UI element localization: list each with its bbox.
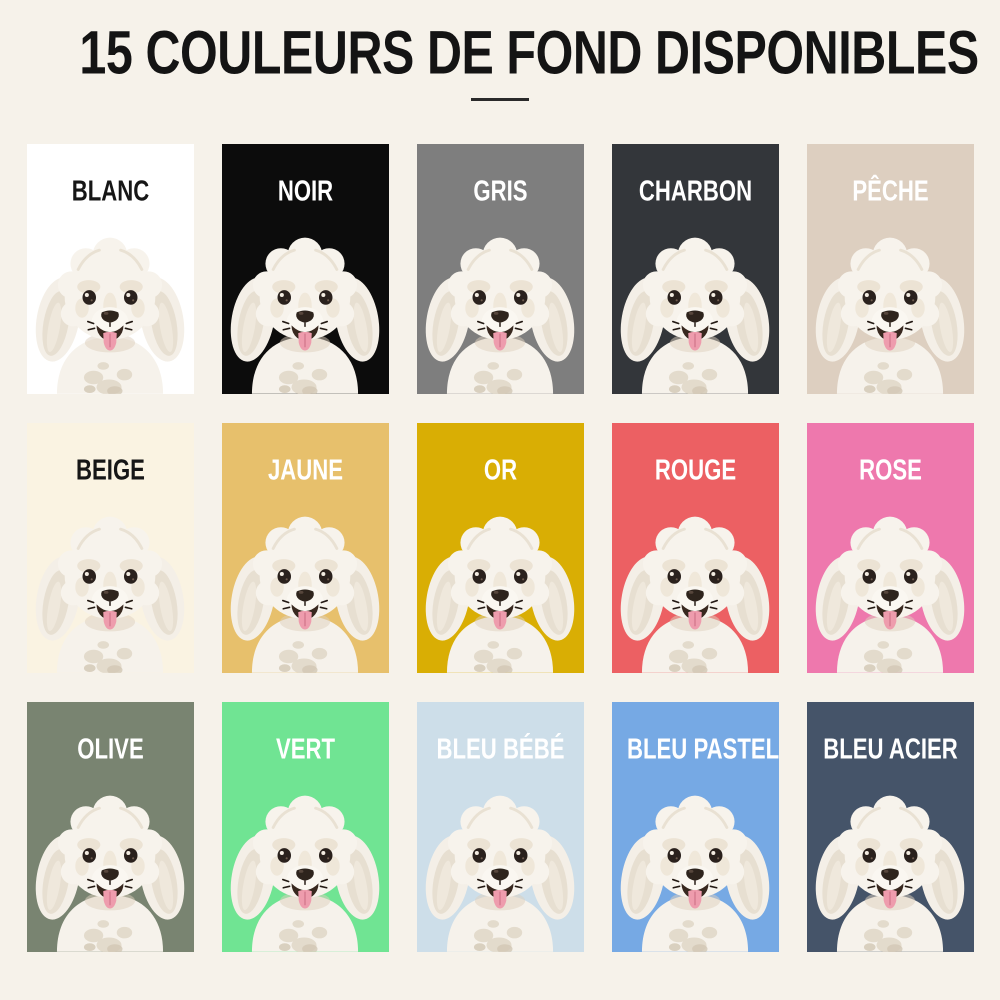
swatch-label: BEIGE	[75, 453, 145, 486]
color-swatch-card-12: VERT	[221, 701, 389, 952]
color-swatch-card-9: ROUGE	[611, 422, 779, 673]
color-swatch-card-15: BLEU ACIER	[806, 701, 974, 952]
swatch-label: NOIR	[277, 174, 333, 207]
color-swatch-card-7: JAUNE	[221, 422, 389, 673]
swatch-label: BLEU ACIER	[822, 732, 958, 765]
swatch-label: BLANC	[71, 174, 149, 207]
swatch-label: ROSE	[858, 453, 922, 486]
swatch-label: BLEU BÉBÉ	[436, 732, 564, 765]
color-swatch-card-2: NOIR	[221, 143, 389, 394]
color-swatch-card-3: GRIS	[416, 143, 584, 394]
dog-illustration	[808, 504, 972, 673]
color-swatch-card-6: BEIGE	[26, 422, 194, 673]
dog-illustration	[613, 783, 777, 952]
dog-illustration	[418, 225, 582, 394]
color-swatch-card-1: BLANC	[26, 143, 194, 394]
swatch-label: OR	[483, 453, 517, 486]
color-swatch-card-5: PÊCHE	[806, 143, 974, 394]
swatch-grid: BLANC NOIR GRIS CHARBON PÊCHE BEIGE	[26, 143, 974, 952]
dog-illustration	[808, 225, 972, 394]
swatch-label: JAUNE	[267, 453, 343, 486]
color-swatch-card-13: BLEU BÉBÉ	[416, 701, 584, 952]
color-swatch-card-4: CHARBON	[611, 143, 779, 394]
color-swatch-card-10: ROSE	[806, 422, 974, 673]
dog-illustration	[28, 783, 192, 952]
swatch-label: OLIVE	[76, 732, 144, 765]
color-swatch-card-8: OR	[416, 422, 584, 673]
dog-illustration	[223, 783, 387, 952]
dog-illustration	[28, 504, 192, 673]
swatch-label: BLEU PASTEL	[626, 732, 779, 765]
swatch-label: GRIS	[472, 174, 528, 207]
dog-illustration	[223, 225, 387, 394]
dog-illustration	[223, 504, 387, 673]
title-underline	[471, 97, 529, 101]
color-swatch-card-14: BLEU PASTEL	[611, 701, 779, 952]
dog-illustration	[613, 225, 777, 394]
dog-illustration	[418, 783, 582, 952]
swatch-label: PÊCHE	[851, 174, 929, 207]
page-title-text: 15 COULEURS DE FOND DISPONIBLES	[79, 18, 979, 88]
dog-illustration	[28, 225, 192, 394]
dog-illustration	[808, 783, 972, 952]
swatch-label: CHARBON	[638, 174, 752, 207]
dog-illustration	[418, 504, 582, 673]
page-title: 15 COULEURS DE FOND DISPONIBLES	[0, 0, 1000, 88]
dog-illustration	[613, 504, 777, 673]
swatch-label: VERT	[275, 732, 335, 765]
color-swatch-card-11: OLIVE	[26, 701, 194, 952]
swatch-label: ROUGE	[654, 453, 736, 486]
